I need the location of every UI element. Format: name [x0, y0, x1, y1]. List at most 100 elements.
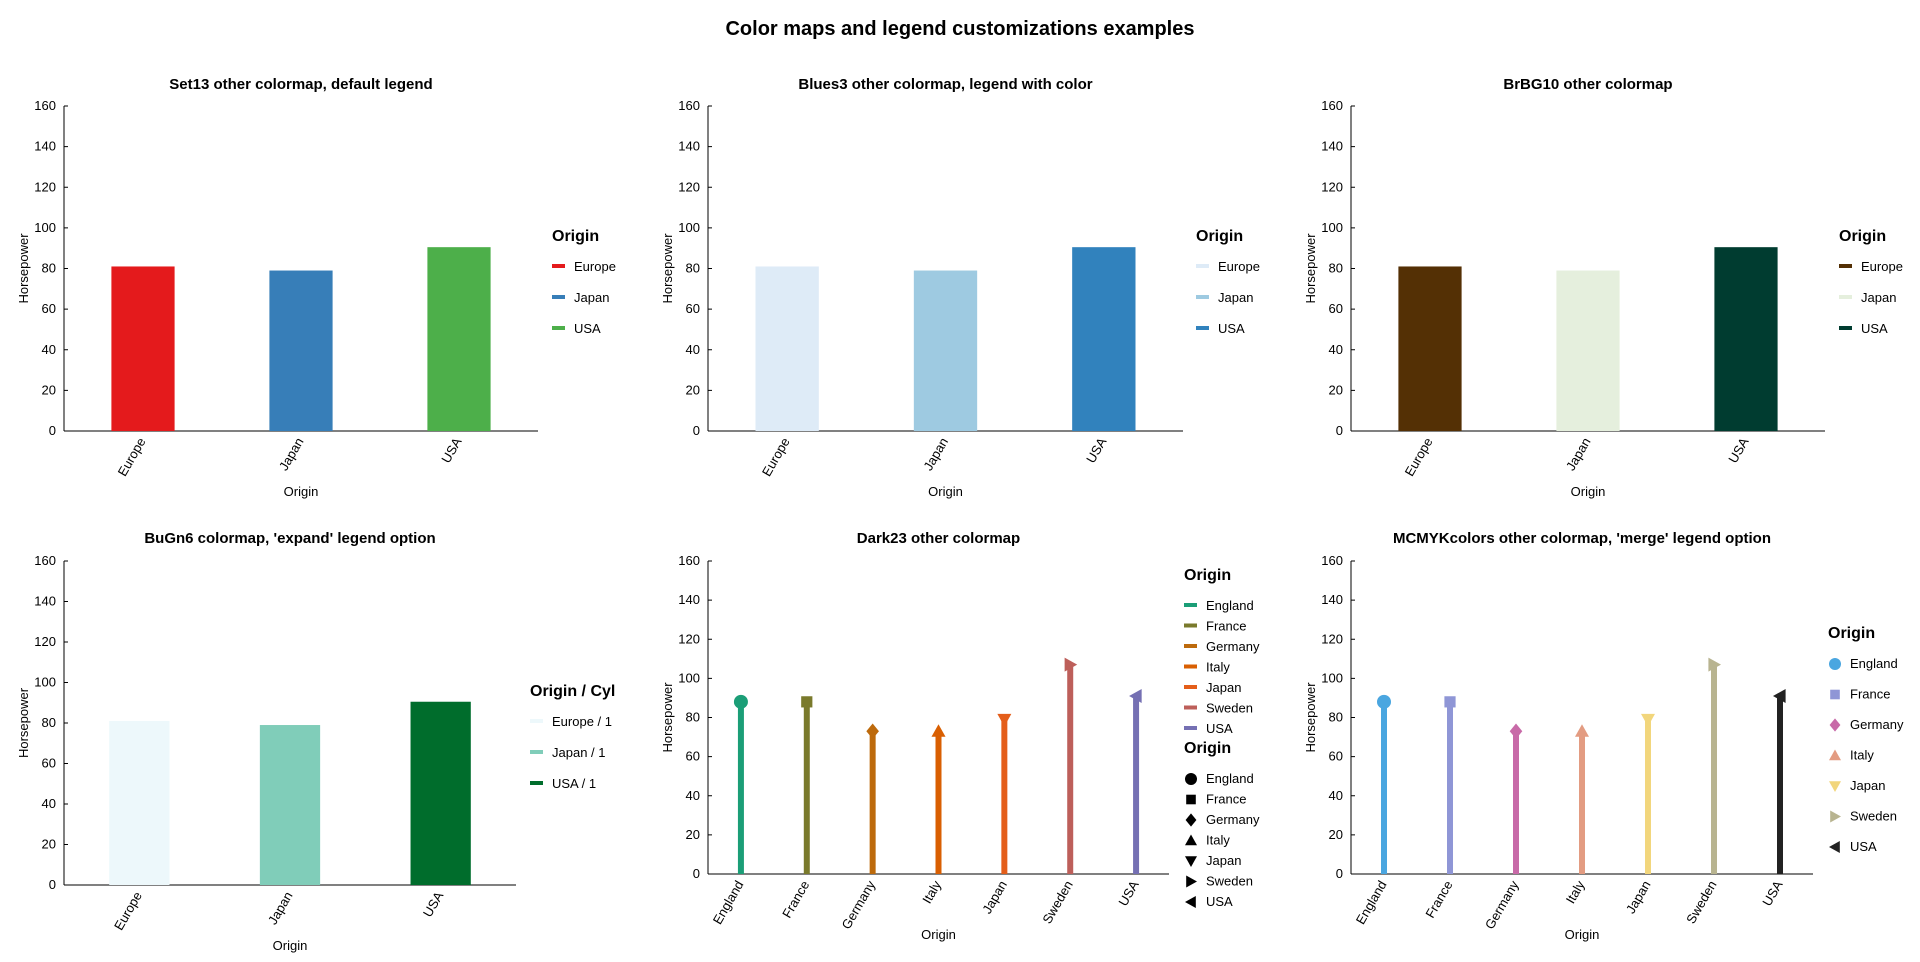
x-tick-label: England	[710, 878, 747, 927]
legend-marker	[1185, 773, 1197, 785]
x-tick-label: Japan	[1563, 435, 1594, 473]
legend-label: Sweden	[1206, 701, 1253, 716]
x-axis-label: Origin	[921, 927, 956, 942]
legend-title: Origin	[1196, 228, 1243, 245]
legend: Origin Europe Japan USA	[552, 228, 616, 336]
bar	[1556, 270, 1620, 431]
y-tick-label: 40	[1329, 788, 1343, 803]
y-tick-label: 0	[693, 866, 700, 881]
chart-panel: Dark23 other colormap 0 20 40 60 80 100 120 140 1…	[660, 530, 1260, 942]
legend-swatch	[1839, 295, 1852, 299]
legend-label: Japan	[1861, 290, 1896, 305]
y-axis-label: Horsepower	[1303, 682, 1318, 753]
legend-title: Origin / Cyl	[530, 683, 615, 700]
legend-marker	[1185, 856, 1197, 867]
lollipop-marker	[1641, 713, 1655, 727]
x-axis-label: Origin	[928, 484, 963, 499]
y-tick-label: 0	[1336, 866, 1343, 881]
bar	[913, 270, 978, 431]
y-tick-label: 120	[34, 179, 56, 194]
legend-label: Japan	[1218, 290, 1253, 305]
bar	[1714, 247, 1778, 431]
legend-marker	[1829, 718, 1841, 732]
chart-title: BrBG10 other colormap	[1503, 76, 1672, 93]
chart-title: Blues3 other colormap, legend with color	[798, 76, 1092, 93]
y-tick-label: 160	[1321, 98, 1343, 113]
legend-label: USA	[1850, 839, 1877, 854]
legend: Origin England France Germany Italy Japan Swed…	[1184, 740, 1260, 909]
legend-swatch	[530, 781, 543, 785]
legend-title: Origin	[1184, 740, 1231, 757]
bar	[1398, 266, 1462, 431]
y-tick-label: 160	[34, 553, 56, 568]
y-tick-label: 60	[42, 756, 56, 771]
legend-label: Italy	[1206, 660, 1230, 675]
x-tick-label: Japan	[265, 889, 296, 927]
chart-panel: BrBG10 other colormap 0 20 40 60 80 100 120 140 1…	[1303, 76, 1903, 499]
legend-swatch	[1196, 264, 1209, 268]
x-axis-label: Origin	[1571, 484, 1606, 499]
legend-label: Europe / 1	[552, 714, 612, 729]
legend-marker	[1185, 813, 1197, 827]
x-tick-label: Europe	[1402, 435, 1436, 479]
bar	[269, 270, 333, 431]
legend-label: USA	[1218, 321, 1245, 336]
y-tick-label: 120	[678, 179, 700, 194]
y-tick-label: 80	[1329, 710, 1343, 725]
bar	[755, 266, 819, 431]
x-tick-label: Japan	[920, 435, 951, 473]
legend-swatch	[1184, 644, 1197, 648]
legend-label: Sweden	[1850, 809, 1897, 824]
legend-label: France	[1206, 792, 1246, 807]
y-tick-label: 120	[1321, 179, 1343, 194]
legend-swatch	[1184, 603, 1197, 607]
legend-swatch	[552, 326, 565, 330]
y-tick-label: 0	[693, 423, 700, 438]
y-tick-label: 160	[678, 98, 700, 113]
y-tick-label: 100	[34, 675, 56, 690]
legend-marker	[1829, 658, 1841, 670]
y-tick-label: 0	[49, 423, 56, 438]
legend-title: Origin	[552, 228, 599, 245]
legend-label: USA	[1206, 721, 1233, 736]
legend-label: Germany	[1206, 812, 1260, 827]
x-tick-label: USA	[1725, 435, 1752, 466]
legend-label: England	[1850, 656, 1898, 671]
lollipop-marker	[997, 713, 1012, 727]
legend-label: Europe	[1861, 259, 1903, 274]
y-tick-label: 80	[42, 261, 56, 276]
y-tick-label: 100	[678, 670, 700, 685]
x-tick-label: USA	[1115, 878, 1142, 909]
legend-label: France	[1850, 687, 1890, 702]
y-axis-label: Horsepower	[1303, 233, 1318, 304]
legend-marker	[1829, 781, 1841, 792]
legend-label: Japan	[574, 290, 609, 305]
x-tick-label: Europe	[759, 435, 793, 479]
legend-label: Japan	[1206, 853, 1241, 868]
y-tick-label: 40	[42, 342, 56, 357]
x-tick-label: Sweden	[1683, 878, 1719, 926]
y-tick-label: 160	[678, 553, 700, 568]
legend-title: Origin	[1184, 567, 1231, 584]
legend-label: Sweden	[1206, 874, 1253, 889]
x-tick-label: Europe	[111, 889, 145, 933]
legend-title: Origin	[1839, 228, 1886, 245]
x-tick-label: Japan	[1623, 878, 1654, 916]
y-tick-label: 140	[1321, 592, 1343, 607]
x-axis-label: Origin	[273, 938, 308, 953]
x-tick-label: Germany	[1482, 878, 1522, 932]
chart-panel: Blues3 other colormap, legend with color…	[660, 76, 1260, 499]
y-tick-label: 100	[34, 220, 56, 235]
legend-label: France	[1206, 619, 1246, 634]
x-tick-label: USA	[438, 435, 465, 466]
x-tick-label: Germany	[839, 878, 879, 932]
x-tick-label: USA	[420, 889, 447, 920]
bar	[410, 701, 471, 885]
chart-title: Dark23 other colormap	[857, 530, 1020, 547]
y-tick-label: 80	[686, 710, 700, 725]
y-tick-label: 120	[1321, 631, 1343, 646]
y-axis-label: Horsepower	[660, 682, 675, 753]
chart-panel: MCMYKcolors other colormap, 'merge' lege…	[1303, 530, 1904, 942]
y-tick-label: 80	[686, 261, 700, 276]
legend: Origin Europe Japan USA	[1196, 228, 1260, 336]
